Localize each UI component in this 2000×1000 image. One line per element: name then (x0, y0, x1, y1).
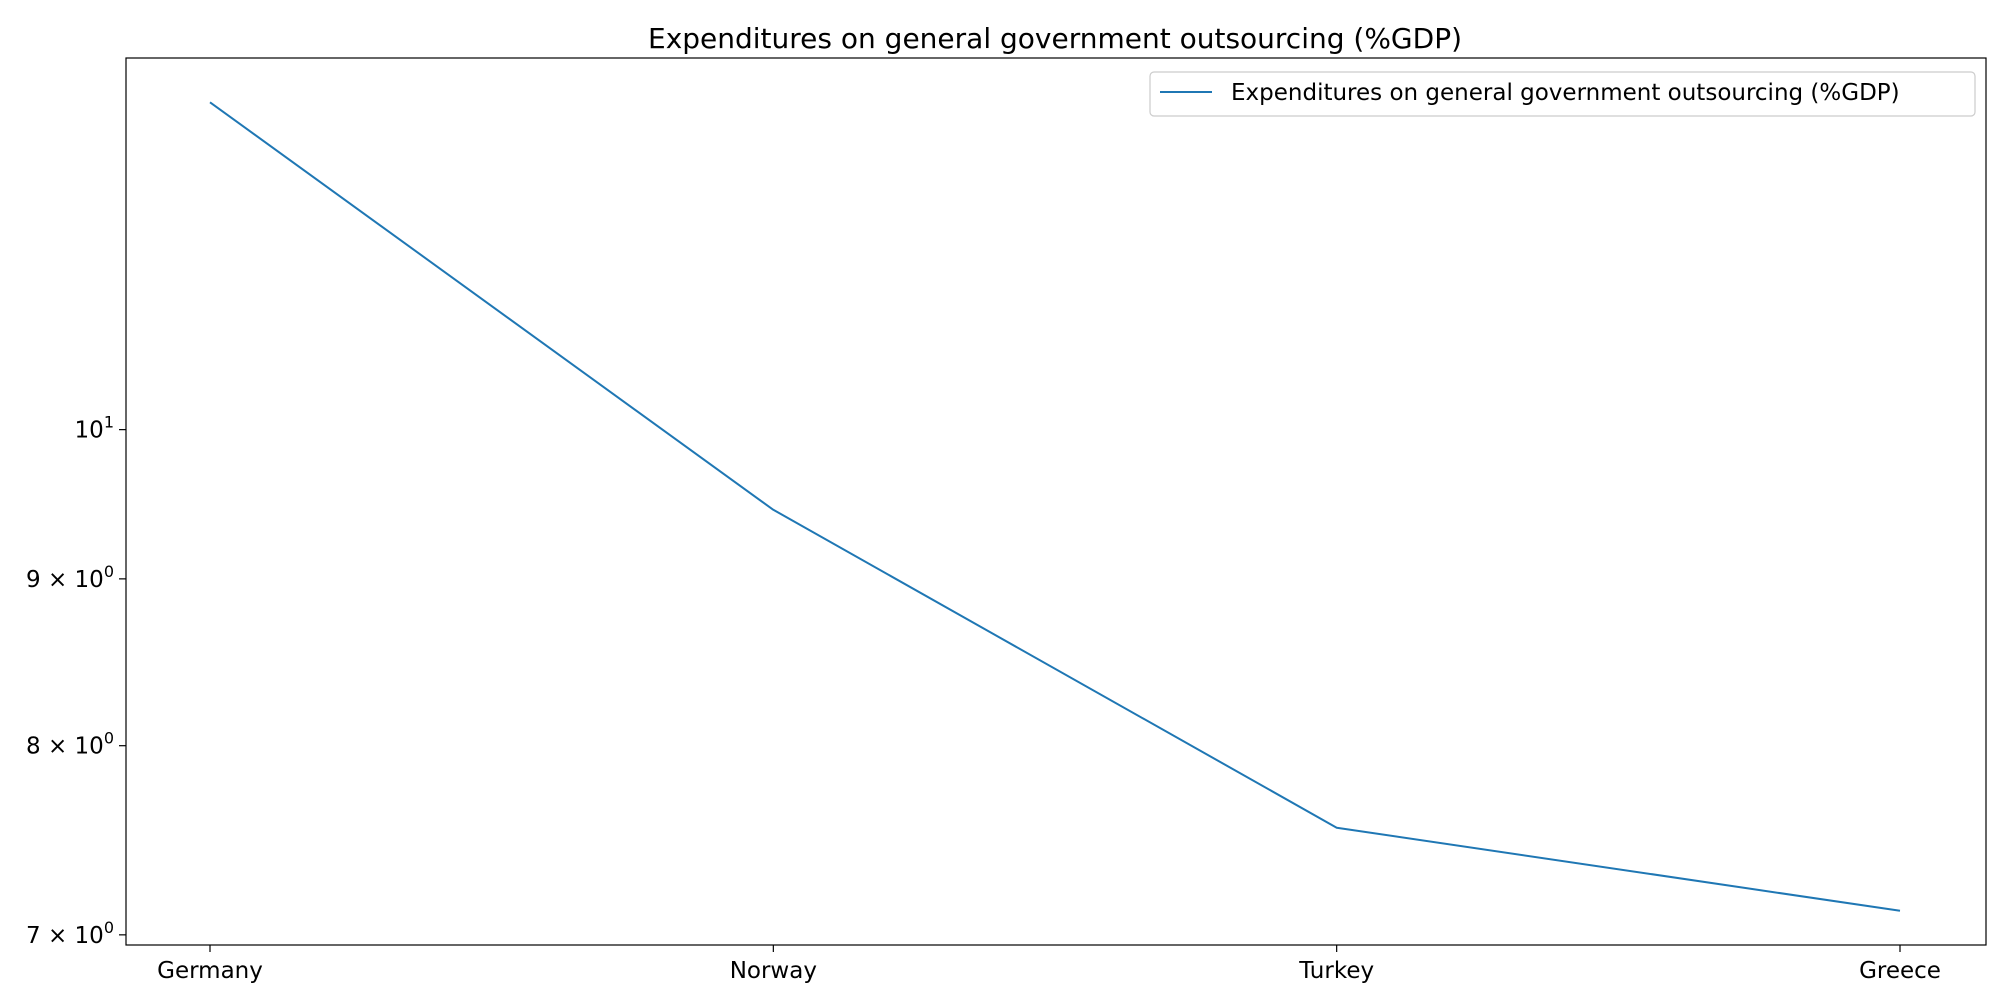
legend: Expenditures on general government outso… (1149, 71, 1976, 117)
chart-title: Expenditures on general government outso… (648, 22, 1462, 55)
y-tick-label: 8 × 100 (26, 729, 114, 760)
y-tick-label: 9 × 100 (26, 562, 114, 593)
legend-box (1149, 71, 1976, 117)
legend-label: Expenditures on general government outso… (1231, 80, 1900, 106)
y-tick-label: 7 × 100 (26, 918, 114, 949)
y-tick-label: 101 (75, 413, 114, 444)
x-tick-label: Greece (1859, 958, 1941, 984)
y-axis: 7 × 100 8 × 100 9 × 100 101 (26, 413, 126, 949)
series-layer (209, 101, 1901, 912)
x-tick-label: Turkey (1298, 958, 1374, 984)
x-tick-label: Germany (157, 958, 263, 984)
plot-area (125, 57, 1987, 946)
x-axis: Germany Norway Turkey Greece (157, 945, 1941, 984)
x-tick-label: Norway (730, 958, 817, 984)
series-line (209, 101, 1901, 912)
